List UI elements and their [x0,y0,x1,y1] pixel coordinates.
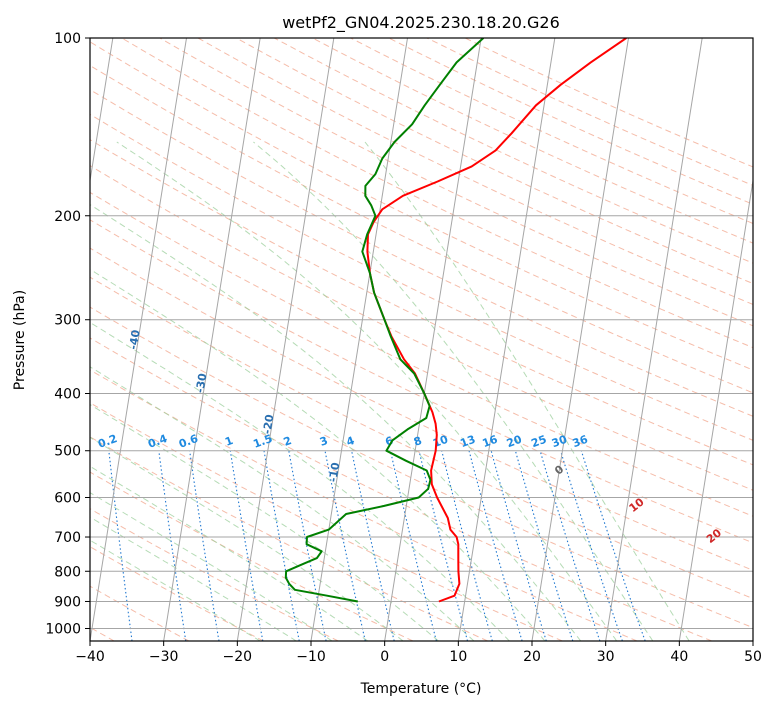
dry-adiabat [0,38,775,641]
mixing-ratio-label: 8 [412,434,424,449]
mixing-ratio-label: 36 [571,433,590,451]
isotherm-label: -60 [0,228,11,250]
dry-adiabat [389,38,775,641]
mixing-ratio-label: 10 [431,433,450,451]
mixing-ratio-line [230,451,262,641]
mixing-ratio-label: 16 [481,433,500,451]
isotherm-line [679,38,775,641]
dry-adiabat-label: 0 [552,462,566,477]
y-tick-label: 200 [54,209,81,225]
mixing-ratio-label: 0.4 [146,432,169,451]
x-tick-label: 30 [597,649,615,665]
dry-adiabat [198,38,775,641]
x-tick-label: 40 [670,649,688,665]
y-tick-label: 500 [54,444,81,460]
moist-adiabat [0,142,296,641]
moist-adiabat [117,142,617,641]
mixing-ratio-label: 30 [550,433,569,451]
dry-adiabat [0,38,338,641]
background-lines [0,38,775,641]
mixing-ratio-label: 1.5 [251,432,274,451]
y-tick-label: 100 [54,31,81,47]
x-tick-label: −10 [296,649,326,665]
moist-adiabat [0,142,581,641]
moist-adiabat [253,142,653,641]
y-tick-label: 700 [54,530,81,546]
mixing-ratio-line [289,451,326,641]
y-tick-label: 1000 [45,621,81,637]
isotherm-line [164,38,261,641]
dry-adiabat [122,38,775,641]
y-tick-label: 400 [54,387,81,403]
mixing-ratio-label: 2 [282,434,294,449]
y-axis-label: Pressure (hPa) [12,290,28,390]
x-tick-label: 0 [380,649,389,665]
moist-adiabat [365,142,689,641]
dry-adiabat [313,38,775,641]
mixing-ratio-label: 20 [505,433,524,451]
dry-adiabat [0,38,775,641]
isotherm-label: -50 [61,279,77,301]
mixing-ratio-label: 4 [345,434,357,449]
mixing-ratio-label: 13 [458,433,477,450]
mixing-ratio-line [190,451,219,641]
dry-adiabat [0,38,775,641]
dry-adiabat [0,38,488,641]
dry-adiabat [0,38,189,641]
isotherm-line [532,38,629,641]
isotherm-label: -10 [326,461,342,483]
chart-title: wetPf2_GN04.2025.230.18.20.G26 [282,13,560,33]
isotherm-line [753,38,775,641]
dry-adiabat-label: 20 [704,526,724,546]
dry-adiabat [351,38,775,641]
isotherm-line [458,38,555,641]
y-tick-label: 900 [54,594,81,610]
grid-lines [0,38,775,641]
isotherm-label: -40 [127,329,143,351]
x-tick-label: −30 [149,649,179,665]
dry-adiabat [274,38,775,641]
dry-adiabat [0,38,775,641]
y-tick-label: 300 [54,313,81,329]
x-tick-label: −20 [223,649,253,665]
y-tick-label: 600 [54,490,81,506]
dry-adiabat [0,38,775,641]
dry-adiabat [0,38,775,641]
isotherm-line [16,38,113,641]
mixing-ratio-line [491,451,546,641]
x-tick-label: 50 [744,649,762,665]
dry-adiabat [0,38,413,641]
isotherm-line [606,38,703,641]
moist-adiabat [0,142,332,641]
x-tick-label: 20 [523,649,541,665]
dry-adiabat [0,38,775,641]
x-tick-label: −40 [75,649,105,665]
x-tick-label: 10 [449,649,467,665]
isotherm-label: -30 [193,372,209,394]
dry-adiabat [0,38,712,641]
mixing-ratio-line [159,451,186,641]
y-tick-label: 800 [54,564,81,580]
mixing-ratio-label: 1 [223,434,235,449]
dry-adiabat [0,38,775,641]
dry-adiabat [0,38,562,641]
mixing-ratio-label: 25 [529,433,548,450]
mixing-ratio-label: 0.2 [96,432,119,451]
moist-adiabat [0,142,545,641]
dry-adiabat [427,38,775,641]
x-axis-label: Temperature (°C) [360,681,482,697]
